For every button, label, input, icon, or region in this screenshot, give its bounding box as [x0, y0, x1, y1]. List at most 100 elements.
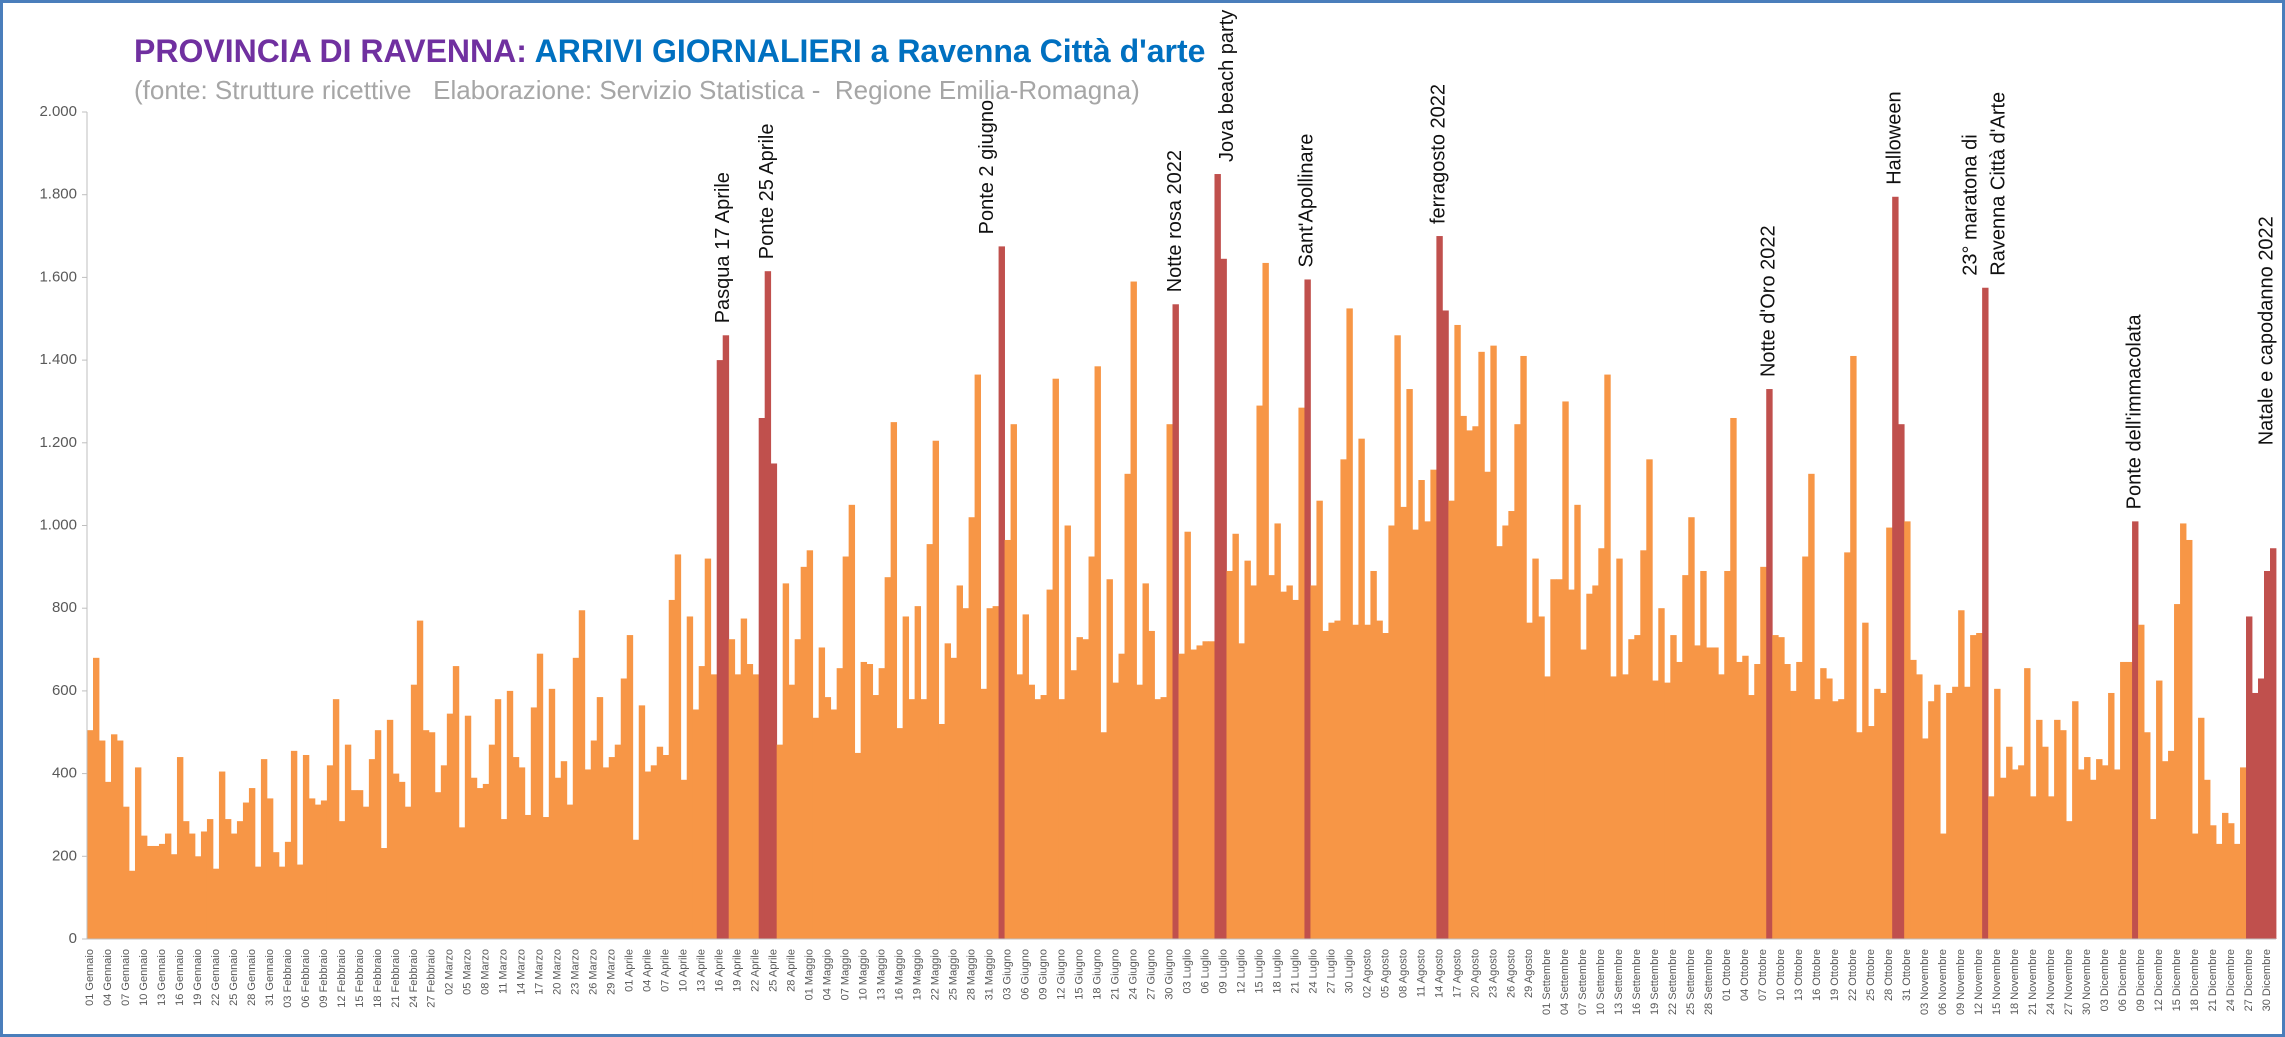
bar — [296, 864, 304, 939]
bar — [1982, 287, 1989, 939]
bar — [1856, 732, 1863, 939]
bar — [1760, 566, 1767, 939]
bar — [566, 804, 574, 939]
bar — [1694, 645, 1701, 939]
bar — [1532, 558, 1539, 939]
bar — [128, 870, 136, 939]
y-tick-label: 800 — [52, 599, 77, 616]
bar — [2030, 796, 2037, 939]
bar — [1604, 374, 1611, 939]
x-tick-label: 09 Febbraio — [318, 949, 330, 1008]
annotation: Ponte 25 Aprile — [756, 124, 778, 260]
bar — [338, 821, 346, 939]
bar — [1238, 643, 1245, 939]
bar — [2234, 843, 2241, 939]
bar — [488, 744, 496, 939]
x-tick-label: 11 Marzo — [498, 949, 510, 994]
bar — [830, 709, 838, 939]
bar — [1502, 525, 1509, 939]
bar — [2102, 765, 2109, 939]
bar — [866, 664, 874, 939]
bar — [392, 773, 400, 939]
x-tick-label: 29 Agosto — [1523, 949, 1535, 998]
bar — [704, 558, 712, 939]
x-tick-label: 21 Dicembre — [2207, 949, 2219, 1011]
x-tick-label: 30 Dicembre — [2261, 949, 2273, 1011]
bar — [746, 664, 754, 939]
bar — [1214, 174, 1221, 939]
bar — [1622, 674, 1629, 939]
bar — [2024, 668, 2031, 939]
bar — [938, 723, 946, 939]
bar — [1040, 695, 1047, 939]
bar — [1544, 676, 1551, 939]
bar — [2150, 819, 2157, 939]
x-tick-label: 31 Ottobre — [1901, 949, 1913, 1001]
x-tick-label: 25 Maggio — [948, 949, 960, 1000]
bar — [1052, 378, 1059, 939]
bar — [500, 819, 508, 939]
bar — [2228, 823, 2235, 939]
bar — [962, 608, 969, 939]
bar — [242, 802, 250, 939]
bar — [1634, 635, 1641, 939]
bar — [140, 835, 148, 939]
bar — [1076, 637, 1083, 939]
bar — [1922, 738, 1929, 939]
bar — [1202, 641, 1209, 939]
x-tick-label: 29 Marzo — [606, 949, 618, 995]
bar — [1022, 614, 1029, 939]
bar — [902, 616, 910, 939]
bar — [188, 833, 196, 939]
bar — [554, 777, 562, 939]
bar — [1340, 459, 1347, 939]
x-tick-label: 22 Aprile — [750, 949, 762, 992]
bar — [2006, 746, 2013, 939]
bar — [1832, 701, 1839, 939]
bar — [278, 866, 286, 939]
bar — [1520, 355, 1527, 940]
x-tick-label: 01 Settembre — [1541, 949, 1553, 1015]
y-tick-label: 0 — [69, 930, 77, 947]
bar — [2156, 680, 2163, 939]
bar — [446, 713, 454, 939]
bar — [494, 699, 502, 939]
bar — [1286, 585, 1293, 939]
x-tick-label: 03 Luglio — [1181, 949, 1193, 994]
bar — [770, 463, 778, 939]
bar — [1316, 500, 1323, 939]
annotation: Sant'Apollinare — [1296, 134, 1318, 268]
bar — [812, 717, 820, 939]
annotation: Ponte 2 giugno — [976, 100, 998, 235]
bar — [1190, 649, 1197, 939]
x-tick-label: 17 Agosto — [1451, 949, 1463, 998]
bar — [1508, 511, 1515, 939]
bar — [1208, 641, 1215, 939]
bar — [2144, 732, 2151, 939]
bar — [944, 643, 952, 939]
bar — [1490, 345, 1497, 939]
bar — [1058, 699, 1065, 939]
bar — [1754, 664, 1761, 939]
bar — [1478, 351, 1485, 940]
y-tick-label: 1.000 — [39, 516, 77, 533]
x-tick-label: 26 Agosto — [1505, 949, 1517, 998]
x-tick-label: 10 Gennaio — [138, 949, 150, 1006]
bar — [1616, 558, 1623, 939]
x-tick-label: 30 Luglio — [1343, 949, 1355, 994]
bar — [1406, 389, 1413, 939]
x-tick-label: 18 Novembre — [2009, 949, 2021, 1015]
bar — [1562, 401, 1569, 939]
x-tick-label: 16 Gennaio — [174, 949, 186, 1006]
bar — [644, 771, 652, 939]
x-tick-label: 10 Settembre — [1595, 949, 1607, 1015]
bar — [1160, 697, 1167, 939]
x-tick-label: 09 Dicembre — [2135, 949, 2147, 1011]
x-tick-label: 11 Agosto — [1415, 949, 1427, 997]
bar — [1556, 579, 1563, 939]
bar — [776, 744, 784, 939]
x-tick-label: 18 Dicembre — [2189, 949, 2201, 1011]
bar — [1094, 366, 1101, 939]
y-tick-label: 200 — [52, 847, 77, 864]
bar — [1370, 570, 1377, 939]
